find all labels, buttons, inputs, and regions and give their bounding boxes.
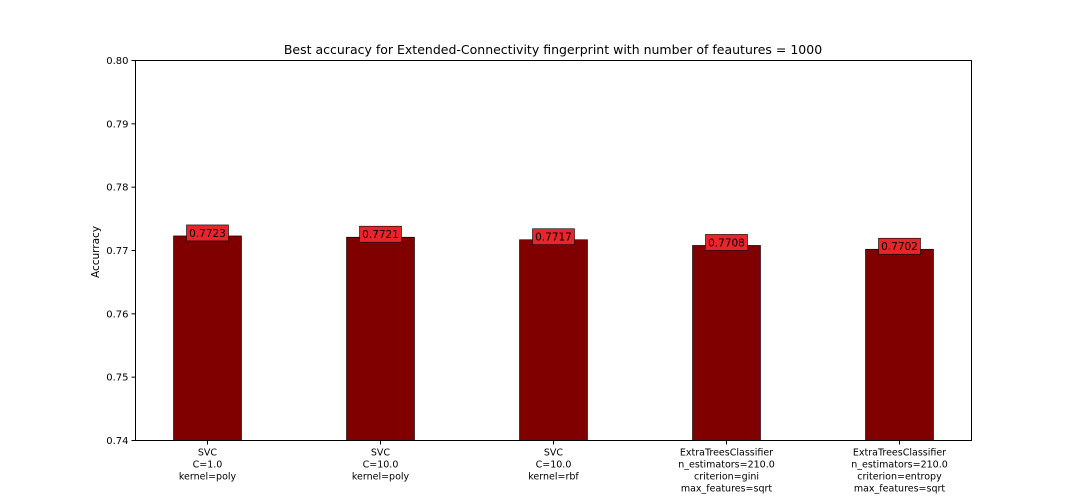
x-tick-label: C=10.0 — [363, 460, 399, 471]
value-label: 0.7723 — [189, 228, 226, 240]
y-axis-label: Accurracy — [90, 226, 102, 278]
x-tick-label: n_estimators=210.0 — [678, 460, 775, 471]
x-tick-label: max_features=sqrt — [681, 484, 773, 495]
y-tick-label: 0.76 — [106, 309, 128, 320]
x-tick-label: SVC — [544, 448, 564, 459]
y-tick-label: 0.79 — [106, 119, 128, 130]
value-label-box — [705, 234, 748, 251]
y-tick-label: 0.75 — [106, 373, 128, 384]
value-label-box — [186, 224, 229, 242]
x-tick-label: criterion=gini — [694, 472, 759, 483]
x-tick-label: n_estimators=210.0 — [851, 460, 948, 471]
value-labels: 0.7723 0.7721 0.7717 0.7708 0.7702 — [186, 224, 921, 255]
x-tick-label: criterion=entropy — [857, 472, 942, 483]
value-label-box — [359, 225, 402, 243]
y-tick-label: 0.80 — [106, 56, 128, 67]
bars — [173, 235, 934, 441]
value-label-box — [878, 237, 921, 255]
x-tick-label: ExtraTreesClassifier — [853, 448, 946, 459]
x-tick-label: ExtraTreesClassifier — [680, 448, 773, 459]
value-label: 0.7708 — [708, 237, 745, 249]
value-label-box — [532, 228, 575, 246]
y-tick-label: 0.74 — [106, 436, 128, 447]
x-tick-label: kernel=rbf — [528, 472, 579, 483]
x-tick-label: max_features=sqrt — [854, 484, 946, 495]
x-tick-label: SVC — [371, 448, 391, 459]
bar — [692, 245, 761, 441]
bar — [346, 236, 415, 441]
chart-title: Best accuracy for Extended-Connectivity … — [284, 42, 822, 57]
bar — [519, 239, 588, 441]
x-tick-label: C=10.0 — [536, 460, 572, 471]
bar — [173, 235, 242, 441]
x-tick-label: C=1.0 — [193, 460, 223, 471]
value-label: 0.7721 — [362, 229, 399, 241]
x-tick-label: kernel=poly — [352, 472, 410, 483]
y-axis-ticks: 0.74 0.75 0.76 0.77 0.78 0.79 0.80 — [106, 56, 136, 447]
bar — [865, 248, 934, 441]
x-tick-label: kernel=poly — [179, 472, 237, 483]
plot-frame — [135, 60, 972, 441]
y-tick-label: 0.77 — [106, 246, 128, 257]
x-tick-label: SVC — [198, 448, 218, 459]
x-axis-ticks: SVCC=1.0kernel=polySVCC=10.0kernel=polyS… — [179, 440, 948, 495]
value-label: 0.7717 — [535, 232, 572, 244]
y-tick-label: 0.78 — [106, 183, 128, 194]
value-label: 0.7702 — [881, 241, 918, 253]
